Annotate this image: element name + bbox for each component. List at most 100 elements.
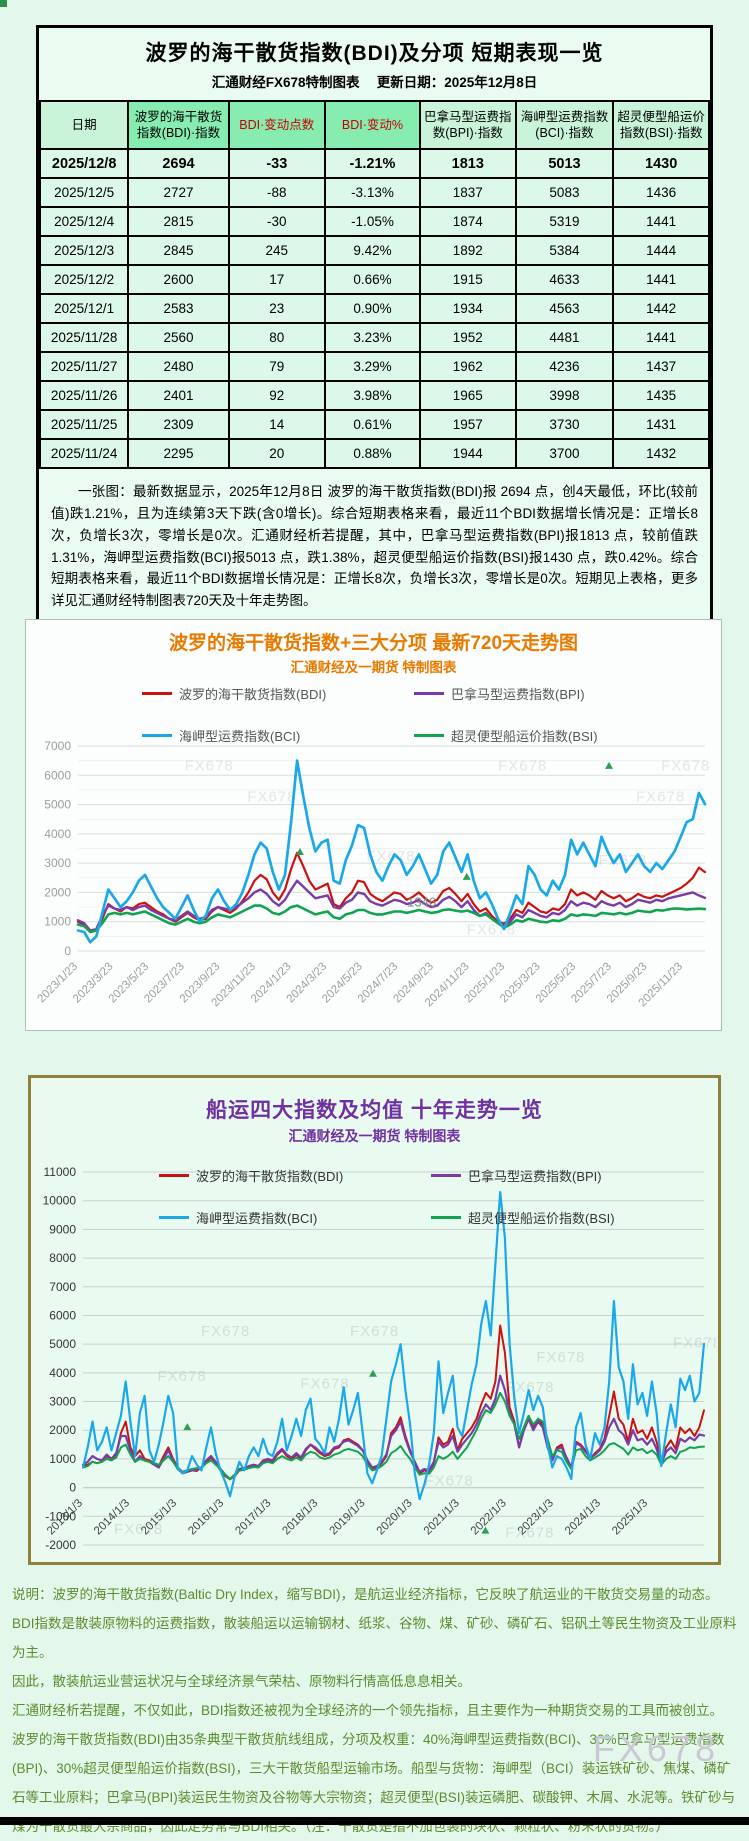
table-cell: -33 [227,148,326,179]
trend-chart-10y: -2000 -1000 0 1000 2000 3000 4000 5000 6000 7000 8… [43,1165,722,1552]
legend-label: 巴拿马型运费指数(BPI) [468,1169,602,1184]
legend-swatch [159,1174,189,1177]
table-cell: 2025/11/27 [38,351,130,382]
table-cell: 2025/12/3 [38,235,130,266]
y-tick-label: 9000 [49,1222,76,1236]
y-tick-label: 11000 [44,1165,77,1179]
legend-label: 超灵便型船运价指数(BSI) [468,1211,615,1226]
table-cell: 3730 [514,409,615,440]
table-cell: 1441 [612,206,710,237]
inline-watermark: FX678 [505,1379,554,1396]
marker-triangle [183,1423,192,1431]
table-cell: 17 [227,264,326,295]
table-cell: 1444 [612,235,710,266]
bdi-table: 日期 波罗的海干散货指数(BDI)·指数 BDI·变动点数 BDI·变动% 巴拿马型运费… [38,100,710,469]
inline-watermark: FX678 [114,1521,163,1538]
table-cell: 2025/12/1 [38,293,130,324]
legend-swatch [414,692,444,695]
marker-triangle [295,848,304,856]
inline-watermark: FX678 [158,1368,207,1385]
y-tick-label: 0 [64,944,71,958]
y-tick-label: 2000 [49,1423,76,1437]
marker-triangle [369,1369,378,1377]
legend-label: 波罗的海干散货指数(BDI) [179,687,327,702]
table-row: 2025/11/28 2560 80 3.23% 1952 4481 1441 [38,322,710,353]
table-cell: 2560 [127,322,230,353]
column-header: 日期 [38,100,130,150]
table-cell: 1962 [418,351,517,382]
table-cell: 2025/12/4 [38,206,130,237]
y-tick-label: 3000 [49,1395,76,1409]
y-tick-label: 10000 [43,1194,77,1208]
table-cell: 1944 [418,438,517,469]
table-body: 2025/12/8 2694 -33 -1.21% 1813 5013 1430 2025/1… [38,148,710,469]
table-cell: 1431 [612,409,710,440]
data-label: 1346 [407,894,436,909]
table-cell: 1957 [418,409,517,440]
table-cell: -1.21% [323,148,421,179]
table-row: 2025/12/4 2815 -30 -1.05% 1874 5319 1441 [38,206,710,237]
legend-item: 海岬型运费指数(BCI) [159,1208,431,1227]
footer-line: 因此，散装航运业营运状况与全球经济景气荣枯、原物料行情高低息息相关。 [12,1674,471,1690]
footer-line: BDI指数是散装原物料的运费指数，散装船运以运输钢材、纸浆、谷物、煤、矿砂、磷矿… [12,1616,737,1661]
inline-watermark: FX678 [425,1472,474,1489]
series-line-2 [81,1190,706,1501]
chart-720d-subtitle: 汇通财经及一期货 特制图表 [290,660,457,675]
x-tick-label: 2021/1/3 [422,1497,462,1537]
bottom-border-bar [0,1817,749,1825]
table-cell: 2025/11/24 [38,438,130,469]
table-row: 2025/12/5 2727 -88 -3.13% 1837 5083 1436 [38,177,710,208]
series-line-2 [76,759,707,944]
table-cell: 2815 [127,206,230,237]
legend-label: 超灵便型船运价指数(BSI) [451,729,598,744]
column-header: 海岬型运费指数(BCI)·指数 [514,100,615,150]
x-tick-label: 2020/1/3 [375,1497,415,1537]
x-tick-label: 2016/1/3 [186,1497,226,1537]
table-cell: 2845 [127,235,230,266]
inline-watermark: FX678 [247,788,296,805]
header-row: 日期 波罗的海干散货指数(BDI)·指数 BDI·变动点数 BDI·变动% 巴拿马型运费… [38,100,710,150]
table-cell: 2600 [127,264,230,295]
column-header: 巴拿马型运费指数(BPI)·指数 [418,100,517,150]
table-cell: 2025/11/28 [38,322,130,353]
y-tick-label: 6000 [44,768,71,782]
footer-line: 汇通财经析若提醒，不仅如此，BDI指数还被视为全球经济的一个领先指标，且主要作为… [12,1703,724,1719]
table-cell: -3.13% [323,177,421,208]
table-cell: 3.29% [323,351,421,382]
table-cell: 5319 [514,206,615,237]
inline-watermark: FX678 [636,788,685,805]
column-header: 波罗的海干散货指数(BDI)·指数 [127,100,230,150]
table-cell: 2025/11/25 [38,409,130,440]
table-cell: 0.90% [323,293,421,324]
table-cell: 1813 [418,148,517,179]
legend-swatch [159,1216,189,1219]
inline-watermark: FX678 [536,1349,585,1366]
table-cell: 3998 [514,380,615,411]
table-head: 日期 波罗的海干散货指数(BDI)·指数 BDI·变动点数 BDI·变动% 巴拿马型运费… [38,100,710,150]
y-tick-label: 3000 [44,856,71,870]
legend-item: 波罗的海干散货指数(BDI) [159,1166,431,1185]
y-tick-label: 7000 [44,739,71,753]
table-row: 2025/11/25 2309 14 0.61% 1957 3730 1431 [38,409,710,440]
legend-swatch [431,1174,461,1177]
inline-watermark: FX678 [350,1323,399,1340]
table-cell: 2480 [127,351,230,382]
y-tick-label: 5000 [44,798,71,812]
table-cell: 1934 [418,293,517,324]
table-row: 2025/12/2 2600 17 0.66% 1915 4633 1441 [38,264,710,295]
marker-triangle [605,761,614,769]
table-cell: 4633 [514,264,615,295]
table-cell: 2309 [127,409,230,440]
legend-item: 巴拿马型运费指数(BPI) [414,684,686,703]
column-header: 超灵便型船运价指数(BSI)·指数 [612,100,710,150]
table-cell: -30 [227,206,326,237]
table-cell: 80 [227,322,326,353]
inline-watermark: FX678 [300,1375,349,1392]
table-title: 波罗的海干散货指数(BDI)及分项 短期表现一览 [145,42,604,65]
table-cell: 3.98% [323,380,421,411]
table-cell: 0.66% [323,264,421,295]
table-cell: 4563 [514,293,615,324]
y-tick-label: 4000 [44,827,71,841]
y-tick-label: -2000 [45,1538,76,1552]
chart-10y-legend: 波罗的海干散货指数(BDI) 巴拿马型运费指数(BPI) 海岬型运费指数(BCI) 超… [159,1166,703,1227]
